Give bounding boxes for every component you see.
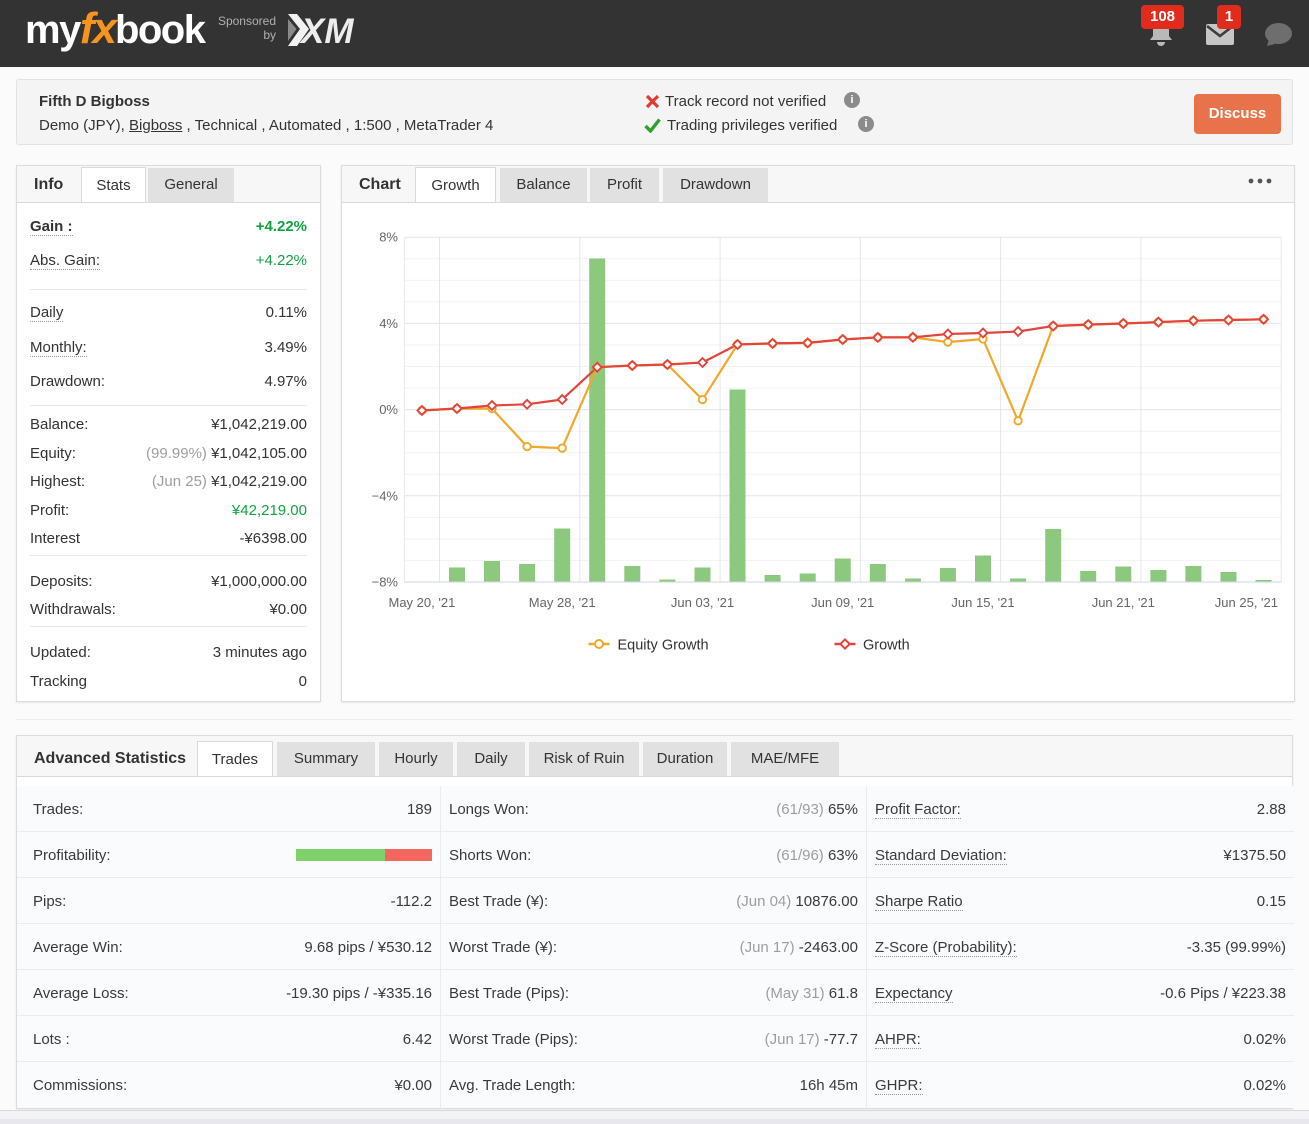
svg-text:Equity Growth: Equity Growth [618, 638, 709, 654]
svg-text:May 20, '21: May 20, '21 [389, 595, 456, 610]
svg-text:0%: 0% [379, 402, 398, 417]
svg-text:May 28, '21: May 28, '21 [529, 595, 596, 610]
svg-text:−4%: −4% [372, 488, 399, 503]
svg-text:Jun 09, '21: Jun 09, '21 [811, 595, 874, 610]
svg-text:Jun 03, '21: Jun 03, '21 [671, 595, 734, 610]
svg-text:Jun 25, '21: Jun 25, '21 [1215, 595, 1278, 610]
svg-text:−8%: −8% [372, 575, 399, 590]
svg-text:4%: 4% [379, 316, 398, 331]
svg-text:8%: 8% [379, 230, 398, 245]
svg-text:Jun 15, '21: Jun 15, '21 [951, 595, 1014, 610]
svg-text:XM: XM [299, 13, 354, 49]
svg-text:Growth: Growth [863, 638, 910, 654]
svg-text:Jun 21, '21: Jun 21, '21 [1092, 595, 1155, 610]
